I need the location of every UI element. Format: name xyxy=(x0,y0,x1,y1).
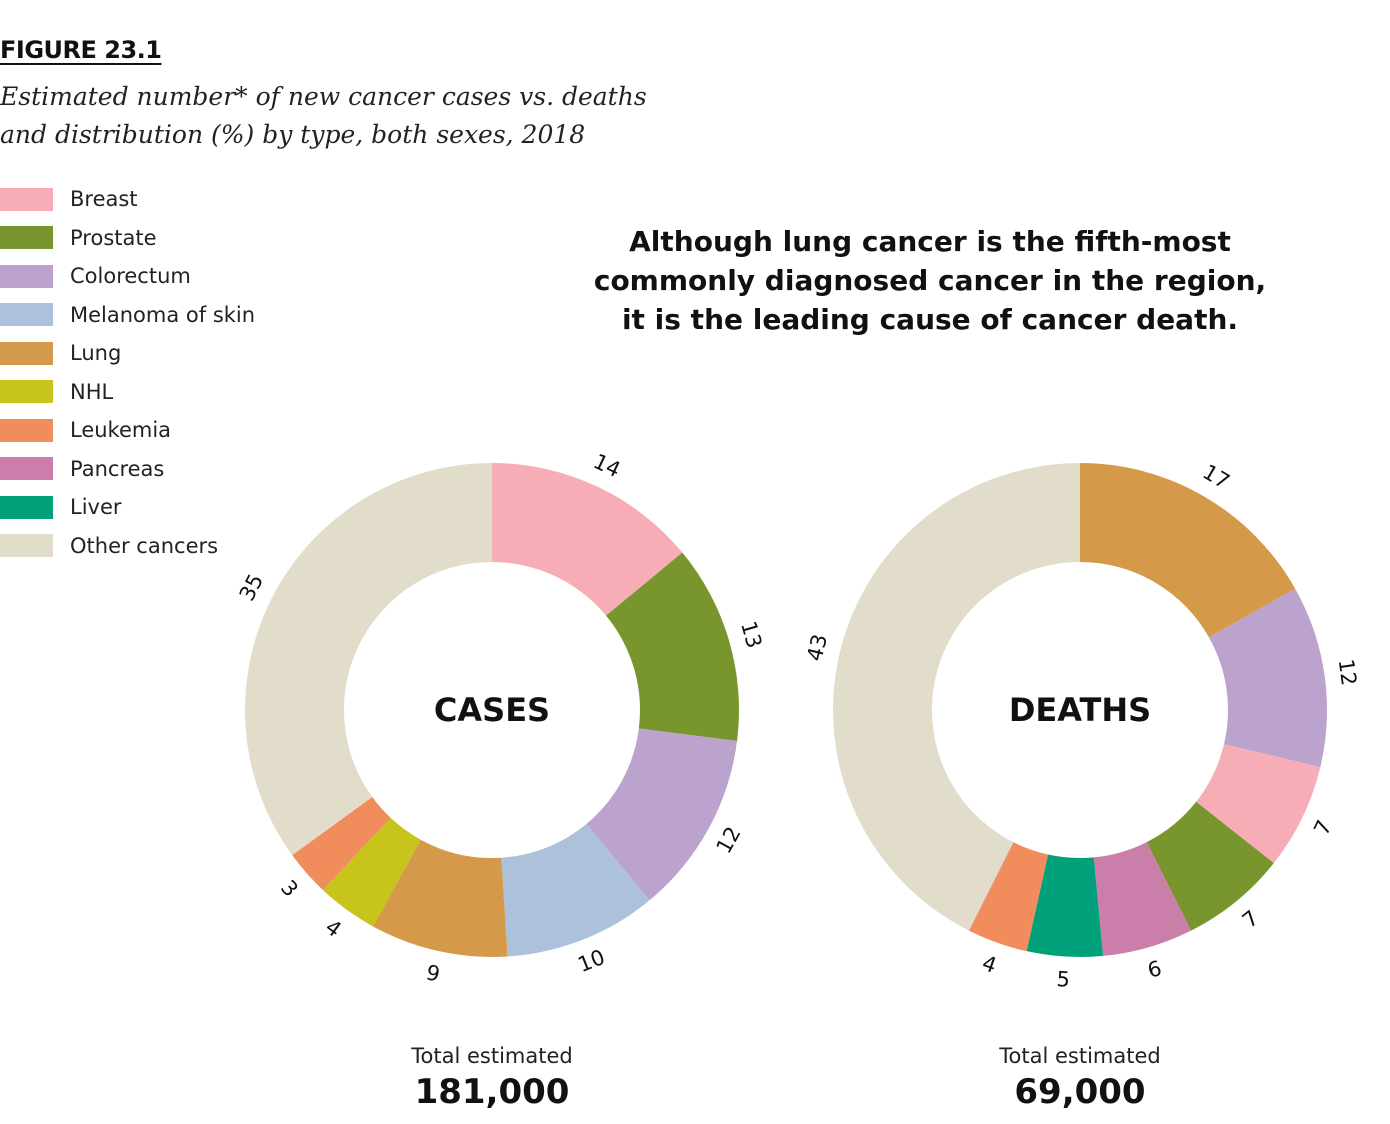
cases-donut: 14 13 12 10 9 43 35 CASES xyxy=(235,449,767,987)
slice-value-label: 35 xyxy=(235,570,269,605)
legend-label: Other cancers xyxy=(70,533,219,558)
legend: Breast Prostate Colorectum Melanoma of skin… xyxy=(0,180,255,565)
legend-swatch xyxy=(0,226,53,250)
cases-center-label: CASES xyxy=(434,691,550,729)
legend-item: Melanoma of skin xyxy=(0,296,255,335)
figure-subtitle: Estimated number* of new cancer cases vs… xyxy=(0,78,700,154)
slice-value-label: 6 xyxy=(1145,956,1164,983)
legend-label: Liver xyxy=(70,495,122,520)
donut-slice xyxy=(1093,842,1192,956)
legend-label: Lung xyxy=(70,341,122,366)
legend-item: Lung xyxy=(0,334,255,373)
slice-value-label: 14 xyxy=(590,449,624,482)
donut-slice xyxy=(833,463,1080,931)
slice-value-label: 12 xyxy=(1334,657,1361,687)
legend-item: Colorectum xyxy=(0,257,255,296)
donut-slice xyxy=(322,817,421,927)
legend-item: Prostate xyxy=(0,219,255,258)
slice-value-label: 3 xyxy=(276,876,303,902)
slice-value-label: 12 xyxy=(712,823,746,858)
legend-item: NHL xyxy=(0,373,255,412)
donut-slice xyxy=(1208,588,1327,768)
deaths-total-label: Total estimated xyxy=(999,1044,1161,1068)
callout-text: Although lung cancer is the fifth-most c… xyxy=(560,222,1300,339)
donut-slice xyxy=(1080,463,1296,638)
legend-item: Liver xyxy=(0,488,255,527)
figure-label: FIGURE 23.1 xyxy=(0,36,162,64)
legend-label: NHL xyxy=(70,379,114,404)
slice-value-label: 9 xyxy=(424,960,442,986)
legend-label: Melanoma of skin xyxy=(70,302,256,327)
legend-item: Leukemia xyxy=(0,411,255,450)
legend-item: Breast xyxy=(0,180,255,219)
cases-total-value: 181,000 xyxy=(414,1072,570,1112)
callout-line-1: Although lung cancer is the fifth-most xyxy=(629,225,1231,258)
slice-value-label: 13 xyxy=(736,618,767,650)
legend-item: Pancreas xyxy=(0,450,255,489)
donut-slice xyxy=(1196,744,1321,864)
slice-value-label: 10 xyxy=(575,945,609,977)
donut-slice xyxy=(373,839,508,957)
legend-swatch xyxy=(0,418,53,442)
donut-slice xyxy=(606,552,739,741)
legend-label: Leukemia xyxy=(70,418,172,443)
legend-swatch xyxy=(0,303,53,327)
donut-slice xyxy=(1146,801,1274,931)
donut-slice xyxy=(292,796,391,891)
donut-slice xyxy=(968,842,1049,952)
legend-swatch xyxy=(0,495,53,519)
legend-label: Pancreas xyxy=(70,456,165,481)
legend-swatch xyxy=(0,380,53,404)
legend-item: Other cancers xyxy=(0,527,255,566)
legend-swatch xyxy=(0,341,53,365)
subtitle-line-1: Estimated number* of new cancer cases vs… xyxy=(0,82,647,111)
donut-slice xyxy=(492,463,683,616)
donut-slice xyxy=(244,463,492,856)
callout-line-3: it is the leading cause of cancer death. xyxy=(621,303,1239,336)
legend-swatch xyxy=(0,187,53,211)
legend-label: Colorectum xyxy=(70,264,191,289)
donut-slice xyxy=(586,728,738,901)
legend-swatch xyxy=(0,457,53,481)
slice-value-label: 7 xyxy=(1238,906,1264,933)
subtitle-line-2: and distribution (%) by type, both sexes… xyxy=(0,120,586,149)
deaths-total-value: 69,000 xyxy=(1014,1072,1146,1112)
legend-label: Prostate xyxy=(70,225,157,250)
deaths-donut: 17 12 7 7 6 5 4 43 DEATHS xyxy=(803,460,1362,992)
slice-value-label: 7 xyxy=(1309,816,1336,838)
deaths-center-label: DEATHS xyxy=(1009,691,1151,729)
slice-value-label: 5 xyxy=(1056,967,1071,992)
slice-value-label: 4 xyxy=(979,951,1000,978)
slice-value-label: 17 xyxy=(1199,460,1234,494)
slice-value-label: 43 xyxy=(803,632,833,664)
donut-slice xyxy=(1026,854,1104,957)
legend-swatch xyxy=(0,264,53,288)
callout-line-2: commonly diagnosed cancer in the region, xyxy=(593,264,1267,297)
slice-value-label: 4 xyxy=(321,915,346,942)
legend-label: Breast xyxy=(70,187,138,212)
donut-slice xyxy=(501,824,650,957)
legend-swatch xyxy=(0,534,53,558)
cases-total-label: Total estimated xyxy=(411,1044,573,1068)
